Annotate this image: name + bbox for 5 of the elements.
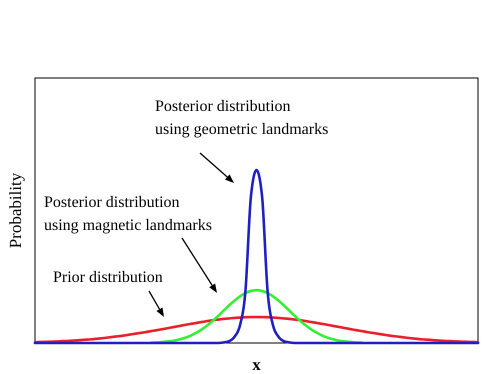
- y-axis-title: Probability: [6, 172, 25, 248]
- annotation: Prior distribution: [53, 269, 163, 286]
- x-axis-title: x: [252, 355, 262, 374]
- annotation: Posterior distribution using magnetic landmarks: [44, 194, 212, 234]
- text: Posterior distribution using geometric landmarks: [155, 98, 328, 138]
